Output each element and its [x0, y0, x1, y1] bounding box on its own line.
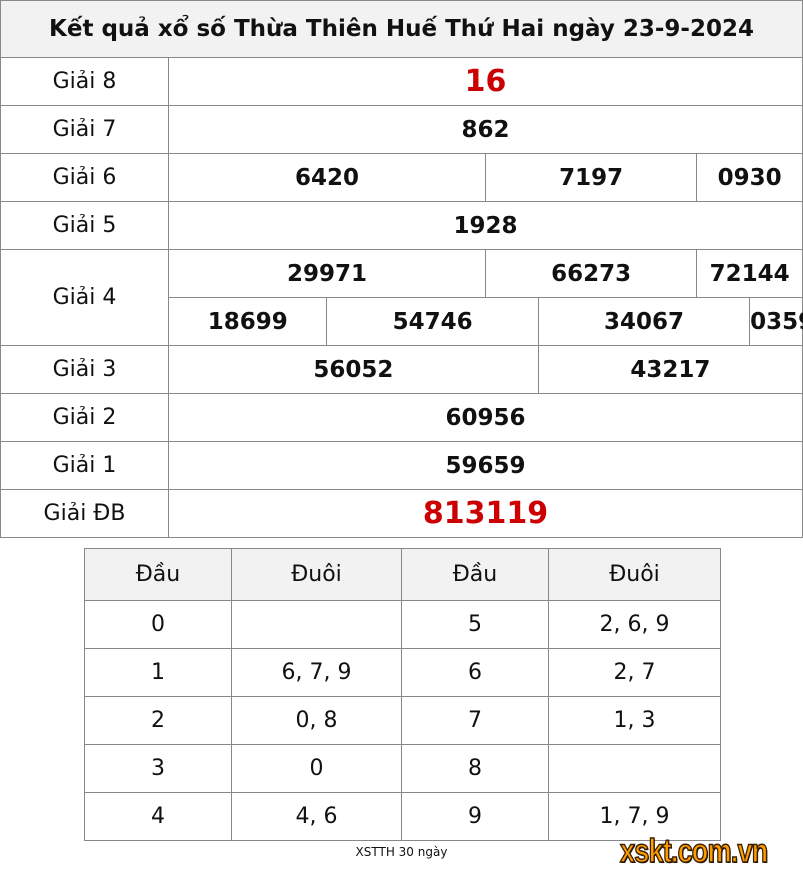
prize-value: 60956	[168, 393, 803, 442]
prize-value: 862	[168, 105, 803, 154]
prize-row-2: Giải 2 60956	[0, 393, 803, 442]
cell: 7	[401, 696, 549, 745]
cell: 2, 7	[548, 648, 721, 697]
prize-value: 66273	[484, 249, 698, 298]
table-row: 2 0, 8 7 1, 3	[84, 696, 721, 745]
cell: 4, 6	[231, 792, 402, 841]
header-duoi: Đuôi	[548, 548, 721, 601]
cell: 3	[84, 744, 232, 793]
prize-label: Giải 7	[0, 105, 169, 154]
results-table: Kết quả xổ số Thừa Thiên Huế Thứ Hai ngà…	[0, 0, 803, 538]
dau-duoi-table: Đầu Đuôi Đầu Đuôi 0 5 2, 6, 9 1 6, 7, 9 6 2, …	[84, 548, 721, 841]
table-row: 4 4, 6 9 1, 7, 9	[84, 792, 721, 841]
header-dau: Đầu	[84, 548, 232, 601]
cell: 1, 7, 9	[548, 792, 721, 841]
prize-row-3: Giải 3 56052 43217	[0, 345, 803, 394]
cell: 1	[84, 648, 232, 697]
prize-row-5: Giải 5 1928	[0, 201, 803, 250]
table-row: 1 6, 7, 9 6 2, 7	[84, 648, 721, 697]
cell: 0	[231, 744, 402, 793]
prize-value: 72144	[696, 249, 803, 298]
cell: 9	[401, 792, 549, 841]
cell: 1, 3	[548, 696, 721, 745]
prize-label: Giải 4	[0, 249, 169, 346]
prize-label: Giải 6	[0, 153, 169, 202]
caption: XSTTH 30 ngày	[355, 845, 448, 859]
prize-value: 813119	[168, 489, 803, 538]
cell	[548, 744, 721, 793]
table-row: 0 5 2, 6, 9	[84, 600, 721, 649]
cell: 2, 6, 9	[548, 600, 721, 649]
prize-value: 29971	[168, 249, 486, 298]
prize-label: Giải 2	[0, 393, 169, 442]
prize-value: 1928	[168, 201, 803, 250]
cell: 2	[84, 696, 232, 745]
prize-label: Giải 3	[0, 345, 169, 394]
prize-label: Giải 1	[0, 441, 169, 490]
prize-value: 03591	[749, 297, 803, 346]
prize-value: 0930	[696, 153, 803, 202]
page-title: Kết quả xổ số Thừa Thiên Huế Thứ Hai ngà…	[0, 0, 803, 58]
prize-label: Giải 8	[0, 57, 169, 106]
prize-value: 6420	[168, 153, 486, 202]
prize-value: 54746	[326, 297, 539, 346]
prize-row-4: Giải 4 29971 66273 72144	[0, 249, 803, 346]
cell: 0	[84, 600, 232, 649]
prize-row-6: Giải 6 6420 7197 0930	[0, 153, 803, 202]
header-dau: Đầu	[401, 548, 549, 601]
prize-value: 43217	[537, 345, 803, 394]
logo: xskt.com.vn	[619, 831, 768, 870]
prize-value: 59659	[168, 441, 803, 490]
prize-row-1: Giải 1 59659	[0, 441, 803, 490]
cell: 6, 7, 9	[231, 648, 402, 697]
prize-row-db: Giải ĐB 813119	[0, 489, 803, 538]
prize-value: 18699	[167, 297, 328, 346]
prize-value: 7197	[484, 153, 698, 202]
prize-label: Giải ĐB	[0, 489, 169, 538]
cell: 5	[401, 600, 549, 649]
cell: 0, 8	[231, 696, 402, 745]
prize-label: Giải 5	[0, 201, 169, 250]
prize-row-7: Giải 7 862	[0, 105, 803, 154]
prize-value: 16	[168, 57, 803, 106]
cell: 4	[84, 792, 232, 841]
prize-value: 56052	[168, 345, 539, 394]
cell	[231, 600, 402, 649]
prize-value: 34067	[537, 297, 751, 346]
header-duoi: Đuôi	[231, 548, 402, 601]
cell: 8	[401, 744, 549, 793]
prize-row-8: Giải 8 16	[0, 57, 803, 106]
cell: 6	[401, 648, 549, 697]
